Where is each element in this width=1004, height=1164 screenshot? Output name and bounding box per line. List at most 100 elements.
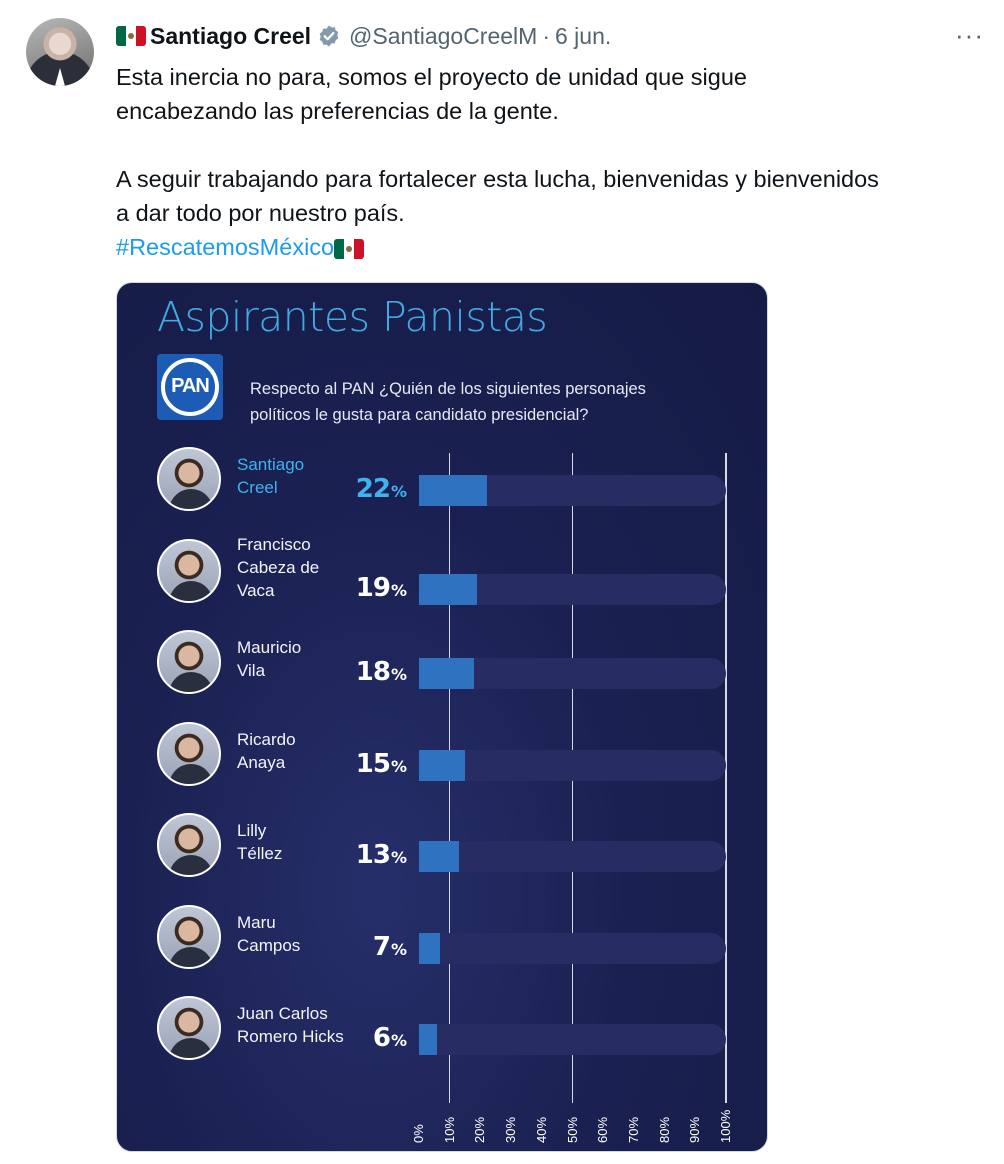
category-label-line: Creel — [237, 478, 278, 497]
chart-row: Ricardo Anaya 15% — [117, 721, 767, 818]
pan-logo: PAN — [157, 354, 223, 420]
tweet-line: A seguir trabajando para fortalecer esta… — [116, 166, 879, 192]
category-label-line: Campos — [237, 935, 301, 955]
bar — [419, 1024, 438, 1055]
category-label-line: Vila — [237, 661, 266, 680]
bar — [419, 841, 459, 872]
bar — [419, 932, 441, 964]
author-avatar[interactable] — [26, 18, 94, 86]
tweet-date[interactable]: 6 jun. — [555, 22, 612, 49]
data-label-suffix: % — [390, 848, 407, 867]
x-tick-label: 60% — [595, 1116, 611, 1143]
data-label: 15% — [356, 749, 407, 779]
category-label: Santiago Creel — [237, 453, 304, 499]
candidate-photo — [157, 813, 221, 877]
x-tick-label: 80% — [656, 1116, 672, 1143]
bar — [419, 573, 478, 605]
category-label-line: Maru — [237, 912, 276, 932]
tweet-text: Esta inercia no para, somos el proyecto … — [116, 60, 996, 264]
data-label-suffix: % — [390, 580, 407, 600]
data-label: 18% — [356, 657, 407, 687]
bar-track — [419, 932, 726, 964]
category-label-line: Juan Carlos — [237, 1004, 328, 1023]
question-line: Respecto al PAN ¿Quién de los siguientes… — [250, 380, 646, 398]
bar-track — [419, 841, 726, 872]
data-label-value: 22 — [355, 474, 391, 504]
data-label-value: 15 — [355, 748, 391, 779]
pan-logo-text: PAN — [171, 375, 210, 397]
candidate-photo — [157, 447, 221, 511]
candidate-photo — [157, 996, 221, 1060]
category-label: Juan Carlos Romero Hicks — [237, 1002, 344, 1048]
data-label-suffix: % — [390, 482, 407, 501]
bar-chart: Santiago Creel 22% Francisco Cabeza de Vaca 19… — [117, 283, 767, 1151]
tweet-line: a dar todo por nuestro país. — [116, 200, 405, 226]
mexico-flag-icon — [116, 26, 146, 46]
bar — [419, 749, 466, 781]
data-label: 6% — [373, 1023, 407, 1053]
candidate-photo — [157, 904, 221, 969]
data-label-suffix: % — [390, 939, 407, 959]
chart-row: Lilly Téllez 13% — [117, 813, 767, 909]
category-label-line: Francisco — [237, 534, 311, 554]
chart-row: Mauricio Vila 18% — [117, 630, 767, 726]
chart-title: Aspirantes Panistas — [157, 293, 548, 341]
candidate-photo — [157, 630, 221, 694]
data-label-suffix: % — [390, 665, 407, 684]
separator: · — [542, 22, 550, 49]
gridline — [725, 453, 727, 1103]
x-tick-label: 100% — [718, 1109, 733, 1143]
chart-row: Francisco Cabeza de Vaca 19% — [117, 535, 767, 635]
data-label-value: 7 — [372, 931, 391, 962]
mexico-flag-icon — [334, 238, 365, 259]
x-tick-label: 30% — [503, 1116, 519, 1143]
category-label-line: Mauricio — [237, 638, 302, 657]
bar — [419, 475, 487, 506]
chart-row: Maru Campos 7% — [117, 904, 767, 1001]
category-label: Lilly Téllez — [237, 819, 282, 865]
data-label-suffix: % — [390, 1031, 407, 1050]
bar-track — [419, 749, 726, 781]
hashtag-link[interactable]: #RescatemosMéxico — [116, 234, 335, 260]
bar-track — [419, 1024, 726, 1055]
survey-question: Respecto al PAN ¿Quién de los siguientes… — [250, 376, 710, 428]
category-label-line: Lilly — [237, 821, 267, 840]
data-label: 19% — [356, 573, 407, 603]
data-label-suffix: % — [390, 756, 407, 776]
tweet-line: encabezando las preferencias de la gente… — [116, 98, 559, 124]
category-label: Mauricio Vila — [237, 636, 301, 682]
data-label: 7% — [373, 932, 407, 962]
category-label-line: Vaca — [237, 580, 275, 600]
category-label-line: Cabeza de — [237, 557, 320, 577]
category-label-line: Santiago — [237, 455, 305, 474]
category-label-line: Anaya — [237, 752, 286, 772]
author-name[interactable]: Santiago Creel — [150, 22, 312, 49]
data-label-value: 13 — [355, 840, 391, 870]
data-label-value: 19 — [355, 572, 391, 603]
bar — [419, 658, 475, 689]
candidate-photo — [157, 721, 221, 786]
pan-logo-ring: PAN — [161, 358, 219, 416]
data-label-value: 18 — [355, 657, 391, 687]
category-label: Francisco Cabeza de Vaca — [237, 533, 319, 602]
data-label-value: 6 — [372, 1023, 391, 1053]
hashtag-line: #RescatemosMéxico — [116, 230, 996, 264]
chart-row: Juan Carlos Romero Hicks 6% — [117, 996, 767, 1092]
x-tick-label: 0% — [411, 1124, 426, 1143]
chart-row: Santiago Creel 22% — [117, 447, 767, 543]
verified-badge-icon[interactable] — [317, 24, 341, 48]
tweet-line: Esta inercia no para, somos el proyecto … — [116, 64, 747, 90]
data-label: 13% — [356, 840, 407, 870]
category-label-line: Téllez — [237, 844, 283, 863]
tweet-media-image[interactable]: Aspirantes Panistas PAN Respecto al PAN … — [116, 282, 768, 1152]
x-tick-label: 70% — [625, 1116, 641, 1143]
x-tick-label: 40% — [533, 1116, 549, 1143]
blank-line — [116, 128, 996, 162]
category-label: Maru Campos — [237, 911, 300, 957]
x-tick-label: 50% — [564, 1116, 580, 1143]
tweet-header: Santiago Creel @SantiagoCreelM · 6 jun. — [116, 21, 611, 51]
more-options-icon[interactable]: ··· — [955, 20, 984, 50]
author-handle[interactable]: @SantiagoCreelM — [349, 22, 538, 49]
x-tick-label: 20% — [472, 1116, 488, 1143]
